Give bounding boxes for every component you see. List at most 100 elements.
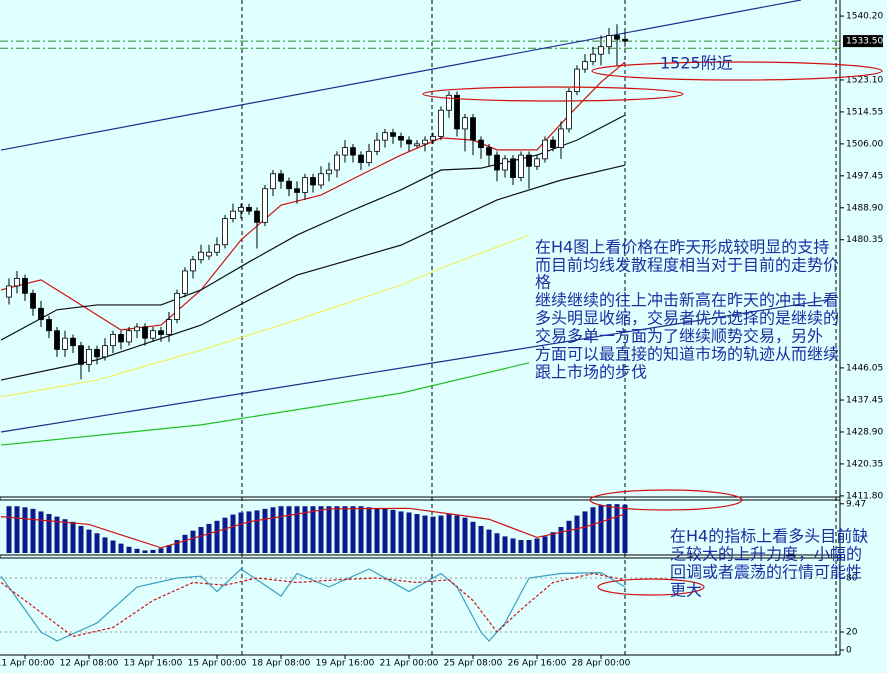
candle-body [86,348,92,365]
candle-body [606,35,612,48]
candle-body [398,135,404,141]
macd-bar [462,517,468,553]
y-tick-label: 9.47 [846,499,866,509]
macd-bar [326,506,332,553]
candle-body [582,61,588,70]
macd-bar [278,506,284,553]
candle-body [214,244,220,253]
macd-bar [246,511,252,553]
candle-body [366,150,372,163]
candle-body [438,109,444,137]
candle-body [622,38,628,42]
macd-bar [262,508,268,553]
candle-body [238,206,244,212]
candle-body [310,177,316,186]
candle-body [470,117,476,141]
note-line: 多头明显收缩，交易者优先选择的是继续的 [535,309,839,328]
macd-bar [558,527,564,553]
candle-body [478,139,484,149]
candle-body [142,326,148,339]
macd-bar [334,506,340,553]
candle-body [422,139,428,145]
x-tick-label: 28 Apr 00:00 [572,659,631,669]
y-tick-label: 1497.45 [846,171,883,181]
candle-body [454,94,460,130]
note-line: 在H4的指标上看多头目前缺 [670,527,868,546]
macd-bar [70,521,76,553]
candle-body [534,158,540,167]
y-tick-label: 1506.00 [846,139,883,149]
signal-line [0,507,626,549]
note-line: 交易多单一方面为了继续顺势交易，另外 [535,327,823,346]
macd-bar [550,532,556,553]
candle-body [446,94,452,111]
annotation: 1525附近 [660,54,733,73]
macd-bar [254,510,260,553]
macd-bar [502,536,508,553]
candle-body [494,154,500,171]
candle-body [558,128,564,149]
candle-body [14,277,20,287]
candle-body [518,154,524,178]
ellipse [589,489,743,511]
y-tick-label: 1411.80 [846,491,883,501]
x-tick-label: 26 Apr 16:00 [508,659,567,669]
macd-bar [582,511,588,553]
candle-body [486,147,492,156]
macd-bar [422,515,428,553]
macd-bar [110,540,116,553]
candle-body [318,173,324,186]
macd-bar [398,511,404,553]
macd-bar [574,515,580,553]
macd-bar [22,507,28,553]
x-tick-label: 18 Apr 08:00 [252,659,311,669]
y-tick-label: 1480.35 [846,235,883,245]
candle-body [614,35,620,40]
current-price-box [843,35,883,48]
macd-bar [366,507,372,553]
candle-body [326,169,332,175]
macd-bar [614,504,620,553]
macd-bar [534,538,540,553]
indicator-line [0,234,530,398]
candle-body [302,177,308,193]
macd-bar [590,507,596,553]
indicator-line [0,298,834,433]
macd-bar [518,540,524,553]
note-line: 回调或者震荡的行情可能性 [670,563,862,582]
candle-body [278,173,284,182]
macd-bar [566,520,572,553]
macd-bar [102,537,108,553]
macd-bar [302,506,308,553]
macd-bar [158,548,164,553]
candle-body [22,277,28,294]
candle-body [174,292,180,320]
y-tick-label: 80 [846,574,858,584]
y-tick-label: 1523.10 [846,75,883,85]
note-line: 乏较大的上升力度，小幅的 [670,545,862,564]
candle-body [78,345,84,365]
ellipse [591,61,883,81]
candle-body [590,53,596,63]
macd-bar [118,543,124,553]
note-line: 在H4图上看价格在昨天形成较明显的支持 [535,238,829,257]
indicator-line [0,164,626,381]
macd-bar [14,506,20,553]
candle-body [102,345,108,358]
macd-bar [382,508,388,553]
macd-bar [294,506,300,553]
macd-bar [286,506,292,553]
ellipse [597,578,705,596]
macd-bar [206,523,212,553]
y-tick-label: 1488.90 [846,203,883,213]
candle-body [182,270,188,294]
y-tick-label: 1540.20 [846,12,883,22]
candle-body [358,154,364,163]
ellipse [422,86,684,102]
macd-bar [350,506,356,553]
candle-body [510,158,516,178]
candle-body [334,154,340,171]
candle-body [430,135,436,141]
candle-body [598,46,604,55]
